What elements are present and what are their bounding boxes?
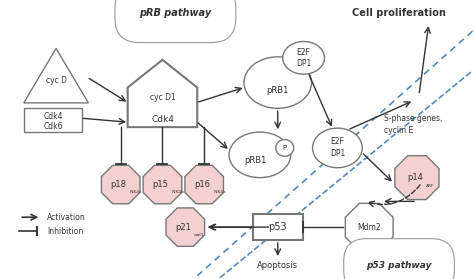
Text: Cdk6: Cdk6 (43, 122, 63, 131)
Text: Cdk4: Cdk4 (151, 115, 174, 124)
Text: p21: p21 (175, 223, 191, 232)
Ellipse shape (244, 57, 311, 108)
Polygon shape (101, 165, 140, 204)
Polygon shape (24, 49, 88, 103)
Text: Apoptosis: Apoptosis (257, 261, 298, 270)
Text: cyclin E: cyclin E (384, 126, 413, 134)
Text: p14: p14 (407, 173, 423, 182)
Bar (24, 108, 82, 132)
Polygon shape (395, 156, 439, 199)
Text: Inhibition: Inhibition (47, 227, 83, 235)
Text: P: P (283, 145, 287, 151)
Bar (253, 214, 302, 240)
Text: DP1: DP1 (330, 149, 345, 158)
Polygon shape (185, 165, 223, 204)
Ellipse shape (283, 42, 325, 74)
Text: p53: p53 (268, 222, 287, 232)
Polygon shape (166, 208, 205, 246)
Text: INK4c: INK4c (129, 191, 142, 194)
Text: cyc D1: cyc D1 (150, 93, 175, 102)
Text: pRB1: pRB1 (245, 156, 267, 165)
Text: ARF: ARF (426, 184, 434, 187)
Text: waf1: waf1 (194, 233, 205, 237)
Text: p18: p18 (111, 180, 127, 189)
Polygon shape (346, 203, 393, 251)
Text: INK4a: INK4a (213, 191, 226, 194)
Text: p16: p16 (194, 180, 210, 189)
Text: DP1: DP1 (296, 59, 311, 68)
Text: pRB pathway: pRB pathway (139, 8, 211, 18)
Text: cyc D: cyc D (46, 76, 66, 85)
Text: Cell proliferation: Cell proliferation (352, 8, 446, 18)
Polygon shape (128, 60, 197, 127)
Text: S-phase genes,: S-phase genes, (384, 114, 443, 123)
Text: INK4b: INK4b (172, 191, 184, 194)
Text: Activation: Activation (47, 213, 86, 222)
Text: p15: p15 (153, 180, 168, 189)
Text: E2F: E2F (330, 138, 344, 146)
Text: Cdk4: Cdk4 (43, 112, 63, 121)
Polygon shape (143, 165, 182, 204)
Text: Mdm2: Mdm2 (357, 223, 381, 232)
Ellipse shape (312, 128, 362, 168)
Text: pRB1: pRB1 (266, 86, 289, 95)
Ellipse shape (229, 132, 291, 178)
Text: p53 pathway: p53 pathway (366, 261, 432, 270)
Text: E2F: E2F (297, 48, 310, 57)
Ellipse shape (276, 140, 294, 156)
